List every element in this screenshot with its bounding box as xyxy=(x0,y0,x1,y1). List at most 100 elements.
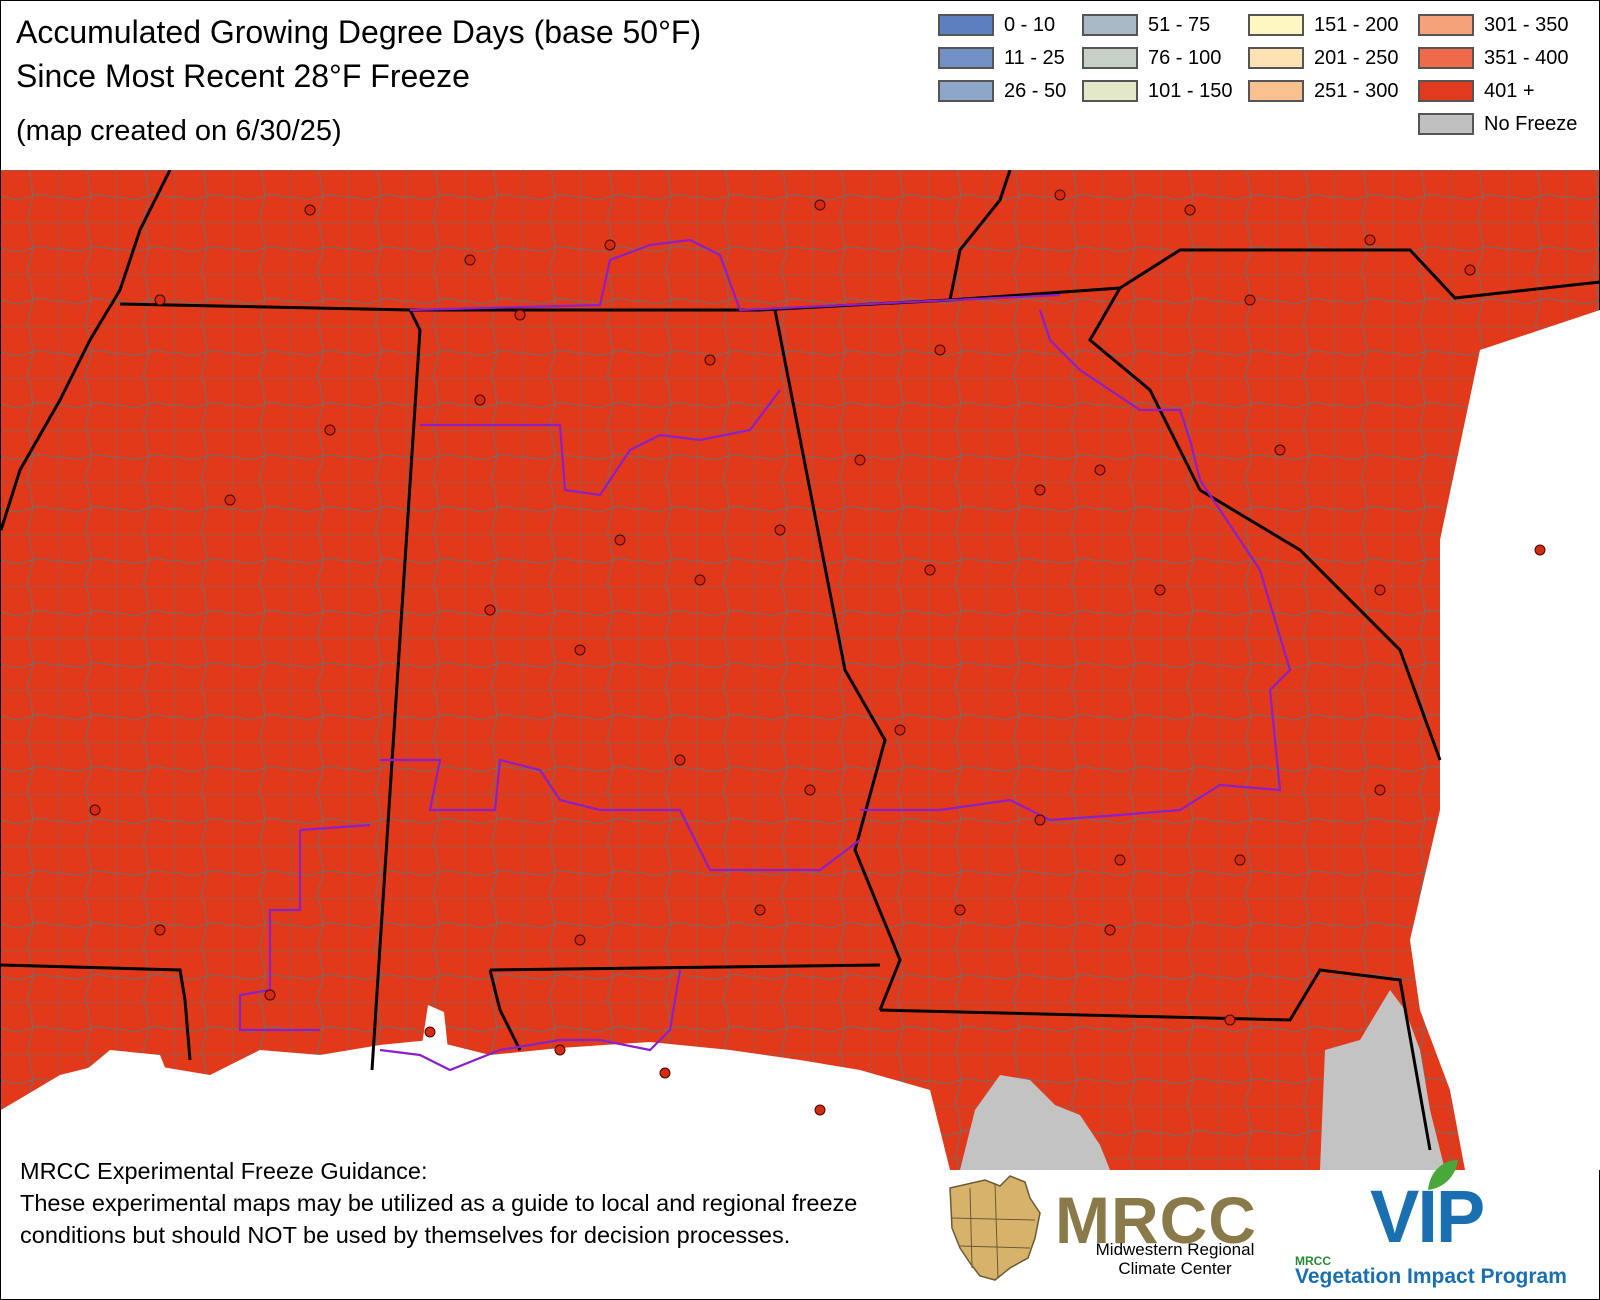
legend-label: 101 - 150 xyxy=(1148,79,1233,102)
legend-item: 351 - 400 xyxy=(1418,45,1569,71)
legend-swatch xyxy=(1418,14,1474,36)
station-dot xyxy=(1104,924,1116,936)
coastal-boundary xyxy=(379,969,682,1072)
mississippi-river xyxy=(0,170,172,531)
legend-item: 51 - 75 xyxy=(1082,12,1210,38)
legend-item: 76 - 100 xyxy=(1082,45,1221,71)
station-dot xyxy=(814,199,826,211)
station-dot xyxy=(154,924,166,936)
ms-al-border xyxy=(370,309,422,1071)
station-dot xyxy=(424,1026,436,1038)
station-dot xyxy=(814,1104,826,1116)
station-dot xyxy=(1114,854,1126,866)
legend-label: 26 - 50 xyxy=(1004,79,1067,102)
legend-item: 101 - 150 xyxy=(1082,78,1233,104)
station-dot xyxy=(704,354,716,366)
station-dot xyxy=(554,1044,566,1056)
vip-logo-text: VIP xyxy=(1370,1175,1485,1258)
station-dot xyxy=(754,904,766,916)
disclaimer: MRCC Experimental Freeze Guidance: These… xyxy=(20,1155,880,1251)
nws-office-boundaries xyxy=(238,238,1292,1072)
station-dot xyxy=(694,574,706,586)
leaf-icon xyxy=(1428,1160,1458,1190)
legend-swatch xyxy=(1418,80,1474,102)
station-dot xyxy=(1154,584,1166,596)
station-dot xyxy=(804,784,816,796)
station-dot xyxy=(474,394,486,406)
station-dot xyxy=(614,534,626,546)
station-dot xyxy=(484,604,496,616)
legend-item: 151 - 200 xyxy=(1248,12,1399,38)
al-fl-border xyxy=(489,963,881,972)
station-dot xyxy=(954,904,966,916)
station-dot xyxy=(854,454,866,466)
mrcc-logo-text: MRCC xyxy=(1055,1183,1257,1257)
legend-swatch xyxy=(1418,113,1474,135)
station-dot xyxy=(464,254,476,266)
legend-label: 201 - 250 xyxy=(1314,46,1399,69)
legend-swatch xyxy=(1082,80,1138,102)
station-dot xyxy=(514,309,526,321)
station-dot xyxy=(574,644,586,656)
legend-swatch xyxy=(938,14,994,36)
birmingham-cwa-north-boundary xyxy=(420,389,781,497)
vip-logo-mrcc-label: MRCC xyxy=(1295,1254,1331,1268)
station-dot xyxy=(264,989,276,1001)
al-fl-panhandle-border xyxy=(488,969,522,1051)
station-dot xyxy=(1234,854,1246,866)
legend-swatch xyxy=(1082,14,1138,36)
legend-label: 76 - 100 xyxy=(1148,46,1222,69)
station-dot xyxy=(224,494,236,506)
legend-item: 251 - 300 xyxy=(1248,78,1399,104)
station-dot xyxy=(1244,294,1256,306)
legend-label: 51 - 75 xyxy=(1148,13,1211,36)
legend-label: 301 - 350 xyxy=(1484,13,1569,36)
legend-label: 151 - 200 xyxy=(1314,13,1399,36)
legend-label: 11 - 25 xyxy=(1004,46,1065,69)
legend-item: 26 - 50 xyxy=(938,78,1066,104)
station-dot xyxy=(324,424,336,436)
midwest-states-map-icon xyxy=(949,1175,1041,1281)
lake-pontchartrain xyxy=(80,1050,170,1100)
la-ms-border xyxy=(0,963,192,1061)
station-dot xyxy=(1054,189,1066,201)
legend-swatch xyxy=(1248,14,1304,36)
mrcc-logo-subtitle: Midwestern Regional Climate Center xyxy=(1070,1240,1280,1278)
station-dot xyxy=(1374,784,1386,796)
legend-label: 0 - 10 xyxy=(1004,13,1056,36)
station-dot xyxy=(304,204,316,216)
station-dot xyxy=(894,724,906,736)
gdd-map xyxy=(0,170,1600,1170)
station-dot xyxy=(89,804,101,816)
legend: 0 - 10 11 - 25 26 - 50 51 - 75 76 - 100 … xyxy=(930,8,1590,138)
al-ga-border xyxy=(773,309,902,1011)
legend-swatch xyxy=(1248,47,1304,69)
station-dot xyxy=(1534,544,1546,556)
legend-item: 301 - 350 xyxy=(1418,12,1569,38)
logo-area: MRCC Midwestern Regional Climate Center … xyxy=(930,1160,1590,1292)
station-dot xyxy=(924,564,936,576)
legend-item: 201 - 250 xyxy=(1248,45,1399,71)
legend-item: 11 - 25 xyxy=(938,45,1065,71)
legend-label: No Freeze xyxy=(1484,112,1578,135)
station-dot xyxy=(1034,484,1046,496)
disclaimer-body: These experimental maps may be utilized … xyxy=(20,1190,858,1248)
state-boundaries xyxy=(0,170,1600,1151)
station-dot xyxy=(934,344,946,356)
legend-swatch xyxy=(1248,80,1304,102)
vip-logo-subtitle: Vegetation Impact Program xyxy=(1295,1265,1567,1288)
station-dots xyxy=(89,189,1546,1116)
atlantic-ocean xyxy=(1410,310,1600,1170)
station-dot xyxy=(154,294,166,306)
gulf-of-mexico xyxy=(1,1040,950,1170)
station-dot xyxy=(574,934,586,946)
station-dot xyxy=(674,754,686,766)
legend-swatch xyxy=(938,80,994,102)
legend-item: No Freeze xyxy=(1418,111,1577,137)
mrcc-subtitle-line2: Climate Center xyxy=(1118,1259,1232,1278)
station-dot xyxy=(1464,264,1476,276)
legend-swatch xyxy=(938,47,994,69)
ga-sc-border xyxy=(1088,287,1442,761)
map-title-line1: Accumulated Growing Degree Days (base 50… xyxy=(16,14,702,50)
map-title-line2: Since Most Recent 28°F Freeze xyxy=(16,58,470,94)
